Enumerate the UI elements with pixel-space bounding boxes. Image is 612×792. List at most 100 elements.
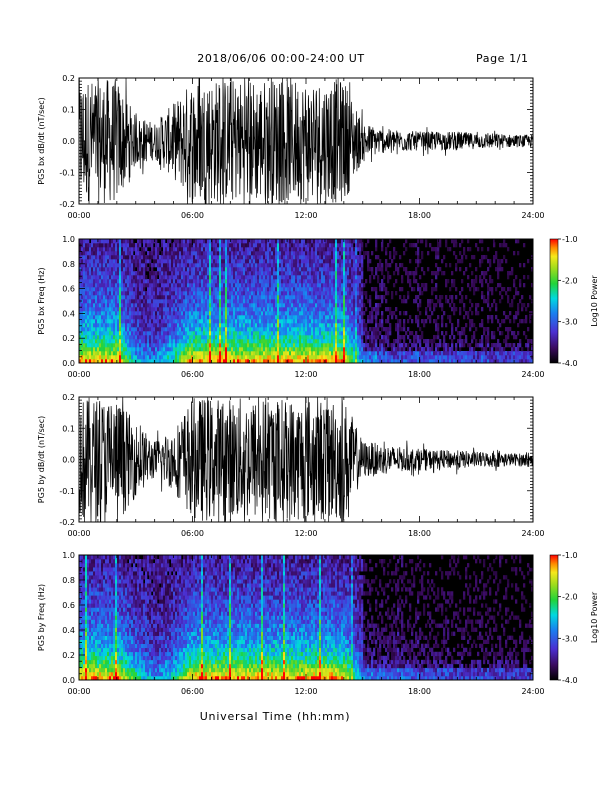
heat-cell	[351, 319, 354, 324]
heat-cell	[245, 291, 248, 296]
heat-cell	[193, 347, 196, 352]
heat-cell	[409, 271, 412, 276]
heat-cell	[219, 327, 222, 332]
heat-cell	[197, 315, 200, 320]
heat-cell	[381, 239, 384, 244]
heat-cell	[91, 307, 94, 312]
heat-cell	[345, 279, 348, 284]
heat-cell	[95, 339, 98, 344]
heat-cell	[329, 283, 332, 288]
heat-cell	[199, 311, 202, 316]
heat-cell	[201, 295, 204, 300]
heat-cell	[123, 351, 126, 356]
heat-cell	[141, 287, 144, 292]
heat-cell	[341, 259, 344, 264]
heat-cell	[225, 359, 228, 364]
heat-cell	[165, 243, 168, 248]
heat-cell	[307, 259, 310, 264]
heat-cell	[287, 279, 290, 284]
heat-cell	[347, 255, 350, 260]
heat-cell	[315, 247, 318, 252]
heat-cell	[221, 299, 224, 304]
heat-cell	[89, 347, 92, 352]
heat-cell	[259, 239, 262, 244]
heat-cell	[97, 311, 100, 316]
heat-cell	[251, 243, 254, 248]
heat-cell	[375, 239, 378, 244]
heat-cell	[195, 271, 198, 276]
heat-cell	[243, 243, 246, 248]
heat-cell	[329, 291, 332, 296]
heat-cell	[223, 311, 226, 316]
heat-cell	[157, 287, 160, 292]
heat-cell	[269, 259, 272, 264]
heat-cell	[127, 267, 130, 272]
heat-cell	[209, 311, 212, 316]
heat-cell	[141, 239, 144, 244]
heat-cell	[199, 335, 202, 340]
heat-cell	[323, 247, 326, 252]
heat-cell	[273, 311, 276, 316]
heat-cell	[237, 311, 240, 316]
heat-cell	[335, 311, 338, 316]
heat-cell	[179, 259, 182, 264]
heat-cell	[255, 327, 258, 332]
heat-cell	[153, 335, 156, 340]
heat-cell	[313, 243, 316, 248]
heat-cell	[199, 283, 202, 288]
heat-cell	[275, 307, 278, 312]
heat-cell	[93, 271, 96, 276]
heat-cell	[221, 307, 224, 312]
heat-cell	[161, 295, 164, 300]
heat-cell	[267, 327, 270, 332]
heat-cell	[239, 359, 242, 364]
heat-cell	[351, 359, 354, 364]
heat-cell	[251, 295, 254, 300]
heat-cell	[147, 351, 150, 356]
heat-cell	[223, 343, 226, 348]
heat-cell	[343, 295, 346, 300]
heat-cell	[91, 283, 94, 288]
heat-cell	[233, 319, 236, 324]
heat-cell	[167, 247, 170, 252]
heat-cell	[309, 323, 312, 328]
heat-cell	[275, 339, 278, 344]
heat-cell	[121, 291, 124, 296]
heat-cell	[405, 343, 408, 348]
heat-cell	[91, 351, 94, 356]
heat-cell	[109, 307, 112, 312]
heat-cell	[281, 251, 284, 256]
heat-cell	[181, 299, 184, 304]
heat-cell	[129, 279, 132, 284]
heat-cell	[207, 255, 210, 260]
heat-cell	[351, 351, 354, 356]
heat-cell	[329, 355, 332, 360]
heat-cell	[199, 275, 202, 280]
heat-cell	[229, 347, 232, 352]
heat-cell	[173, 323, 176, 328]
heat-cell	[225, 339, 228, 344]
heat-cell	[343, 287, 346, 292]
heat-cell	[163, 263, 166, 268]
heat-cell	[311, 243, 314, 248]
heat-cell	[185, 243, 188, 248]
heat-cell	[117, 351, 120, 356]
heat-cell	[227, 347, 230, 352]
heat-cell	[353, 287, 356, 292]
heat-cell	[303, 295, 306, 300]
heat-cell	[149, 287, 152, 292]
heat-cell	[233, 335, 236, 340]
heat-cell	[387, 271, 390, 276]
heat-cell	[241, 347, 244, 352]
heat-cell	[127, 283, 130, 288]
heat-cell	[343, 255, 346, 260]
heat-cell	[401, 275, 404, 280]
heat-cell	[99, 339, 102, 344]
heat-cell	[187, 331, 190, 336]
heat-cell	[113, 287, 116, 292]
heat-cell	[357, 307, 360, 312]
heat-cell	[97, 319, 100, 324]
heat-cell	[331, 359, 334, 364]
heat-cell	[157, 359, 160, 364]
heat-cell	[291, 291, 294, 296]
